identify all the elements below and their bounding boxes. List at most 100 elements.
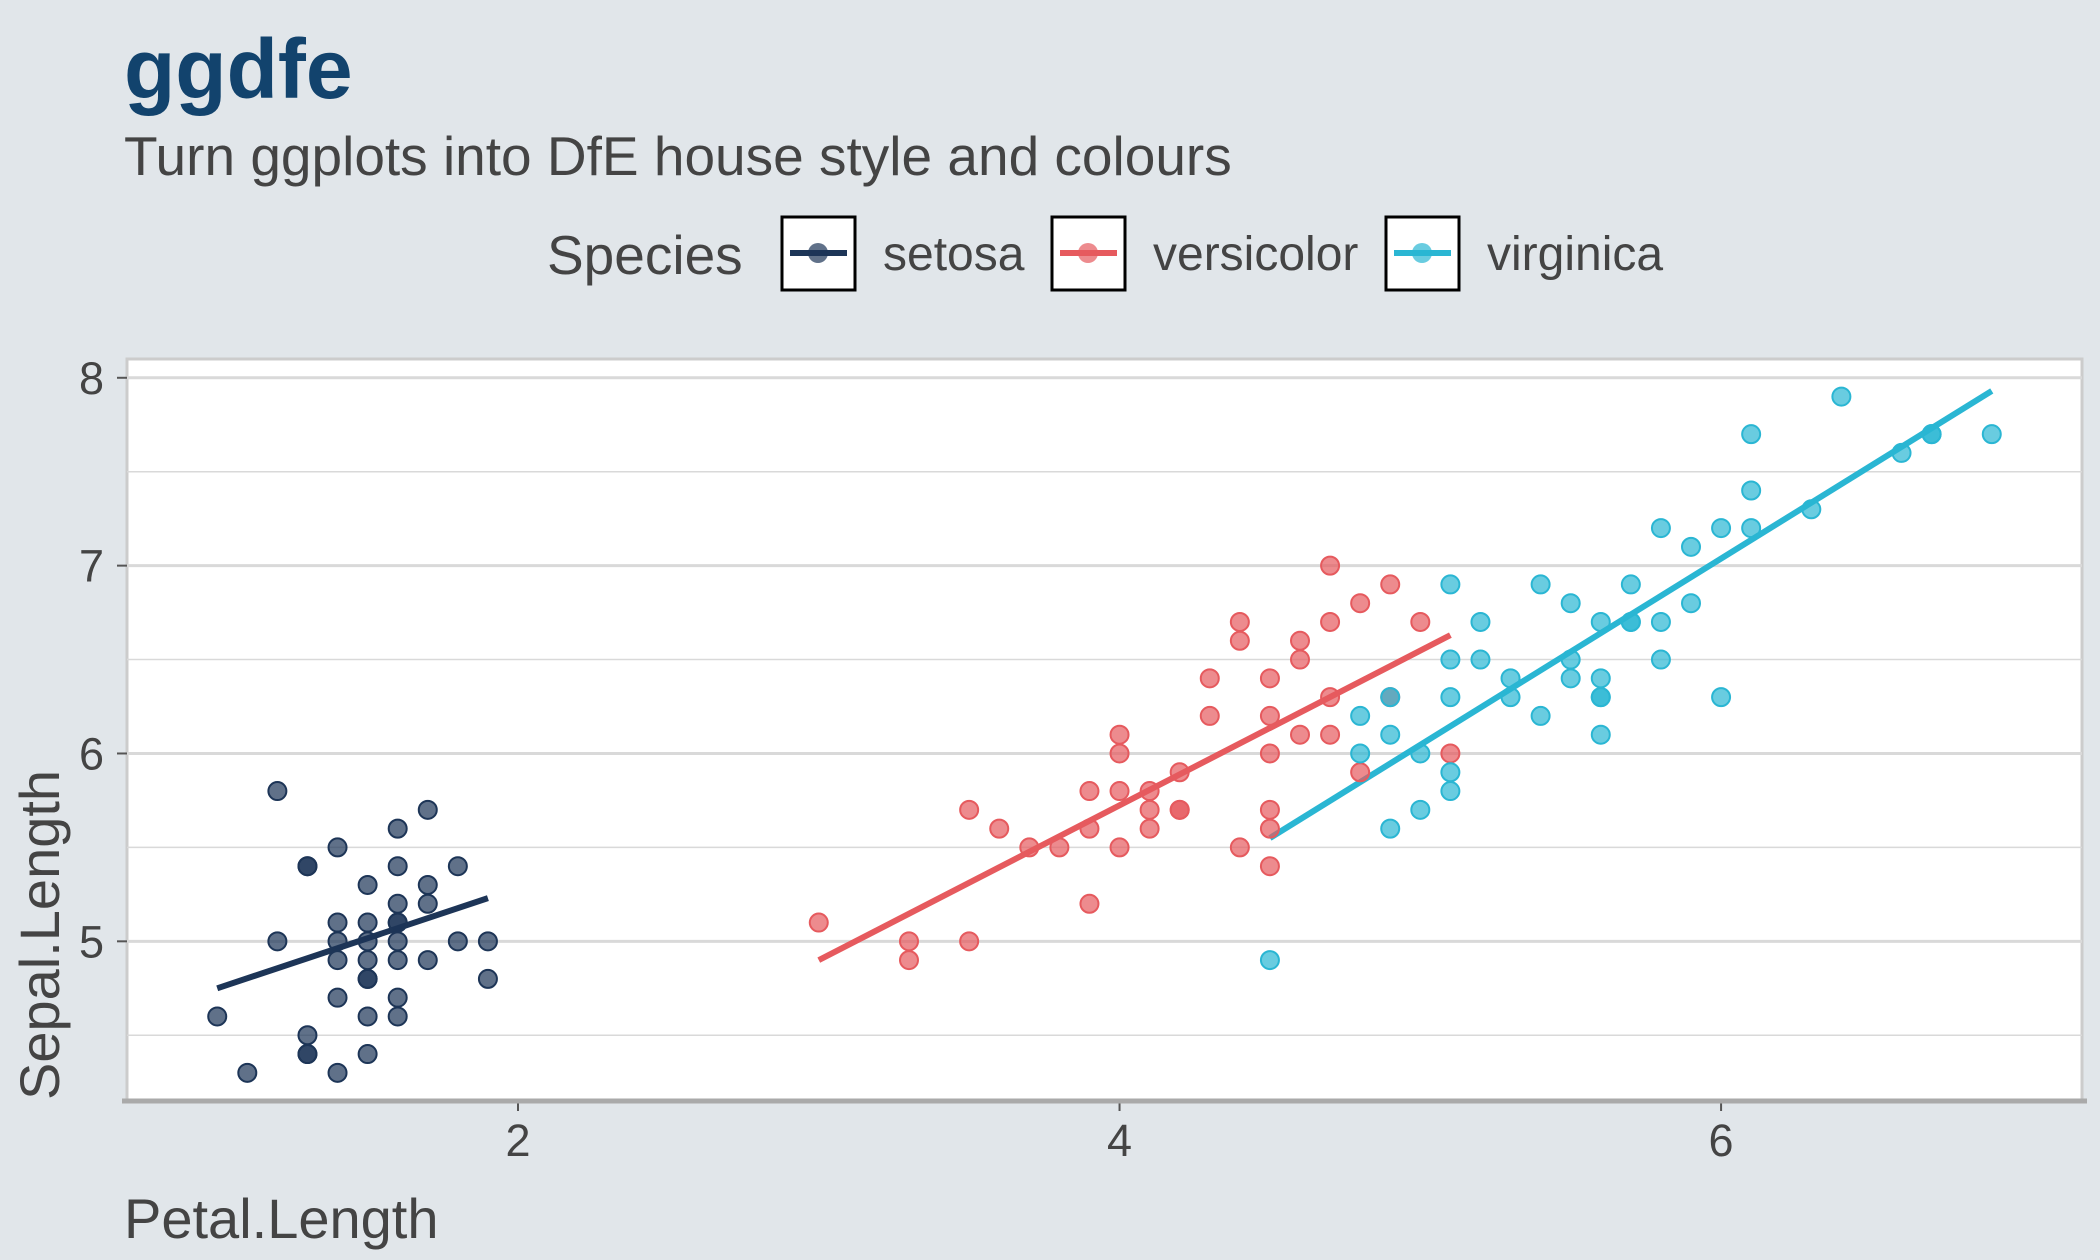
legend-label-setosa: setosa [883,228,1025,281]
point-virginica [1500,668,1521,689]
point-virginica [1620,611,1641,632]
point-virginica [1350,743,1371,764]
point-virginica [1981,424,2002,445]
x-tick-label: 4 [1107,1115,1132,1166]
point-setosa [327,837,348,858]
point-versicolor [959,799,980,820]
x-axis-label: Petal.Length [124,1187,438,1250]
y-axis-label: Sepal.Length [8,770,71,1100]
legend: Species setosa versicolor virginica [547,215,1663,292]
legend-point-setosa [808,243,828,263]
data-points [207,386,2002,1083]
point-versicolor [1259,799,1280,820]
point-setosa [357,912,378,933]
point-virginica [1891,442,1912,463]
point-setosa [387,931,408,952]
point-setosa [417,893,438,914]
point-versicolor [1139,818,1160,839]
y-tick-label: 7 [79,541,104,592]
point-versicolor [1259,668,1280,689]
legend-label-virginica: virginica [1487,228,1663,281]
point-versicolor [1079,781,1100,802]
point-versicolor [1290,649,1310,670]
point-setosa [357,1044,378,1065]
point-virginica [1741,518,1762,539]
point-virginica [1711,518,1732,539]
point-setosa [327,931,348,952]
point-setosa [267,931,288,952]
point-versicolor [1139,799,1160,820]
chart-subtitle: Turn ggplots into DfE house style and co… [124,125,1232,187]
grid-lines [127,376,2082,1037]
point-virginica [1470,611,1491,632]
point-virginica [1921,424,1942,445]
point-setosa [387,856,408,877]
point-versicolor [1229,837,1250,858]
point-versicolor [1259,818,1280,839]
point-virginica [1650,611,1671,632]
point-setosa [387,1006,408,1027]
point-virginica [1350,705,1371,726]
legend-item-virginica: virginica [1384,215,1663,292]
point-setosa [477,968,498,989]
y-tick-label: 6 [79,728,104,779]
legend-point-versicolor [1078,243,1098,263]
point-virginica [1440,574,1461,595]
point-virginica [1440,762,1461,783]
point-versicolor [1109,781,1130,802]
point-virginica [1590,668,1611,689]
trend-line-setosa [216,895,489,992]
point-setosa [297,1044,318,1065]
point-virginica [1530,574,1551,595]
point-virginica [1380,818,1401,839]
point-versicolor [1079,893,1100,914]
point-versicolor [1109,743,1130,764]
point-setosa [327,1062,348,1083]
point-versicolor [1019,837,1040,858]
point-virginica [1560,593,1581,614]
point-setosa [297,1025,318,1046]
plot-panel [125,357,2084,1103]
point-setosa [417,799,438,820]
y-tick-label: 5 [79,916,104,967]
point-versicolor [1259,705,1280,726]
legend-point-virginica [1412,243,1432,263]
legend-item-versicolor: versicolor [1050,215,1358,292]
point-setosa [357,950,378,971]
point-setosa [357,1006,378,1027]
point-setosa [327,987,348,1008]
y-tick-label: 8 [79,353,104,404]
point-virginica [1620,574,1641,595]
point-setosa [327,950,348,971]
point-virginica [1650,518,1671,539]
point-virginica [1590,724,1611,745]
point-versicolor [1169,799,1190,820]
point-setosa [447,931,468,952]
point-versicolor [1290,724,1310,745]
point-versicolor [1320,687,1341,708]
point-virginica [1650,649,1671,670]
point-versicolor [989,818,1010,839]
point-virginica [1470,649,1491,670]
point-virginica [1801,499,1822,520]
point-versicolor [959,931,980,952]
point-versicolor [1079,818,1100,839]
point-virginica [1259,950,1280,971]
chart-title: ggdfe [124,22,353,116]
point-virginica [1741,424,1762,445]
point-setosa [327,912,348,933]
point-virginica [1681,536,1701,557]
axis-ticks: 5 6 7 8 2 4 6 [79,353,1734,1166]
point-setosa [417,874,438,895]
point-setosa [417,950,438,971]
point-versicolor [1139,781,1160,802]
point-virginica [1831,386,1852,407]
point-setosa [387,893,408,914]
point-versicolor [1229,611,1250,632]
point-setosa [387,912,408,933]
point-versicolor [1109,724,1130,745]
point-setosa [387,818,408,839]
point-versicolor [1199,668,1220,689]
point-setosa [237,1062,258,1083]
